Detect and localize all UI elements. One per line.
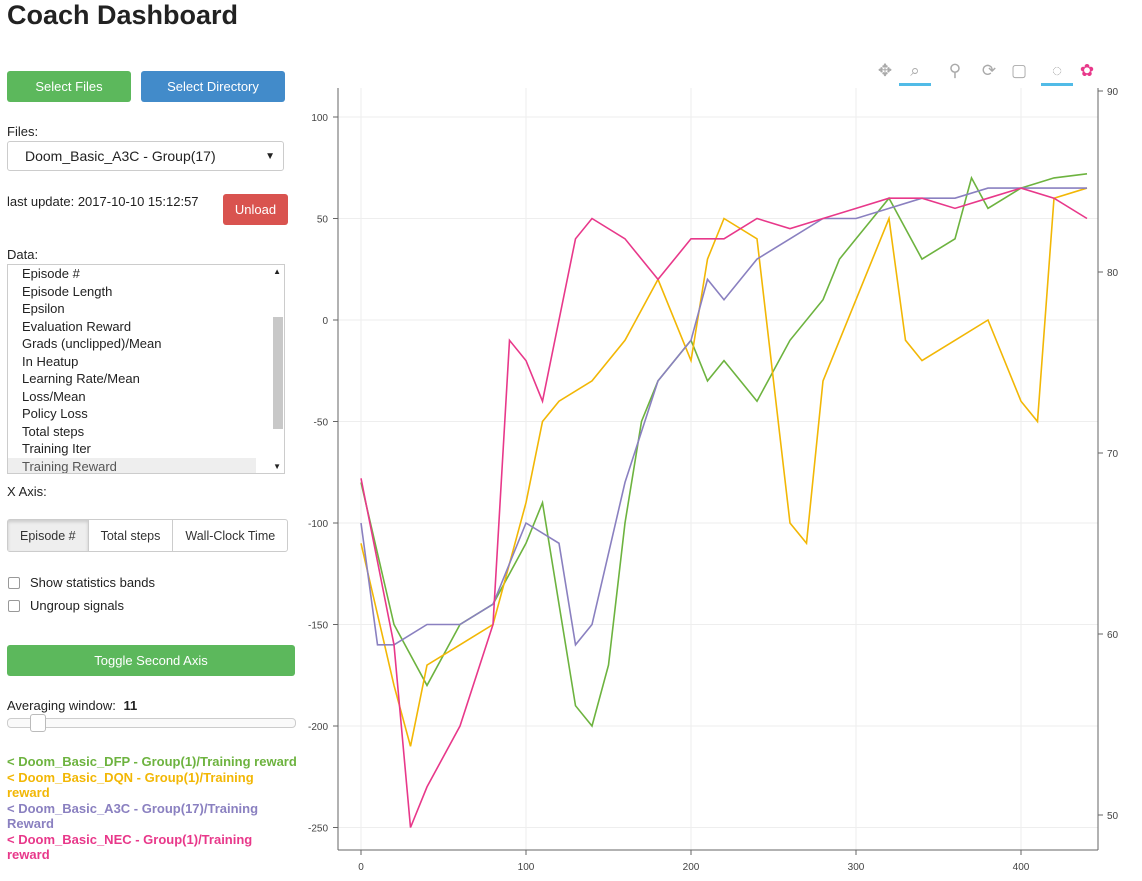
series-line <box>360 187 1088 828</box>
pan-icon[interactable]: ✥ <box>877 61 893 80</box>
tab-wall-clock-time[interactable]: Wall-Clock Time <box>185 528 276 543</box>
files-selected-value: Doom_Basic_A3C - Group(17) <box>25 148 216 164</box>
averaging-window-label: Averaging window: 11 <box>7 698 138 713</box>
checkbox-label: Show statistics bands <box>30 575 156 590</box>
data-list-item[interactable]: Total steps <box>22 423 85 439</box>
x-tick-label: 100 <box>518 862 535 873</box>
legend-item[interactable]: < Doom_Basic_DFP - Group(1)/Training rew… <box>7 754 297 769</box>
chart-toolbar: ✥ ⌕ ⚲ ⟳ ▢ ◌ ✿ <box>870 58 1102 86</box>
chevron-down-icon: ▼ <box>265 150 275 162</box>
bokeh-logo-icon[interactable]: ✿ <box>1079 61 1095 80</box>
tab-total-steps[interactable]: Total steps <box>89 520 174 551</box>
averaging-window-slider[interactable] <box>7 714 296 732</box>
data-list-item[interactable]: Epsilon <box>22 301 65 316</box>
y-tick-label: 100 <box>311 113 328 124</box>
y-tick-label: -50 <box>314 418 329 429</box>
ungroup-signals-checkbox[interactable]: Ungroup signals <box>8 598 124 613</box>
legend-item[interactable]: < Doom_Basic_NEC - Group(1)/Training rew… <box>7 831 253 863</box>
tab-episode[interactable]: Episode # <box>8 520 89 551</box>
data-list-item[interactable]: Grads (unclipped)/Mean <box>22 336 162 351</box>
series-line <box>360 173 1088 728</box>
data-list-item[interactable]: Loss/Mean <box>22 388 86 404</box>
legend-item[interactable]: < Doom_Basic_A3C - Group(17)/Training Re… <box>7 800 259 832</box>
files-label: Files: <box>7 124 39 139</box>
x-axis-label: X Axis: <box>7 484 47 499</box>
data-list-item[interactable]: Episode # <box>22 266 80 281</box>
checkbox-label: Ungroup signals <box>30 598 124 613</box>
select-directory-button[interactable]: Select Directory <box>141 71 285 102</box>
data-list-item[interactable]: Training Reward <box>8 457 256 473</box>
data-label: Data: <box>7 247 39 262</box>
files-select[interactable]: Doom_Basic_A3C - Group(17) ▼ <box>7 141 284 171</box>
page-title: Coach Dashboard <box>7 0 239 30</box>
plot-area <box>338 88 1098 850</box>
data-list-item[interactable]: Episode Length <box>22 283 113 299</box>
series-line <box>360 187 1088 747</box>
averaging-window-value: 11 <box>123 698 138 713</box>
show-statistics-bands-checkbox[interactable]: Show statistics bands <box>8 575 155 590</box>
data-list-item[interactable]: Training Iter <box>22 441 91 456</box>
legend-item[interactable]: < Doom_Basic_DQN - Group(1)/Training rew… <box>7 769 254 801</box>
y2-tick-label: 70 <box>1107 449 1119 460</box>
y-tick-label: 50 <box>317 215 329 226</box>
x-axis-tabs: Episode # Total steps Wall-Clock Time <box>7 519 289 552</box>
reset-icon[interactable]: ⟳ <box>981 61 997 80</box>
hover-icon[interactable]: ◌ <box>1041 58 1073 86</box>
y-tick-label: -200 <box>308 722 328 733</box>
select-files-button[interactable]: Select Files <box>7 71 131 102</box>
y-tick-label: -150 <box>308 621 328 632</box>
x-tick-label: 300 <box>848 862 865 873</box>
x-tick-label: 400 <box>1013 862 1030 873</box>
y2-tick-label: 80 <box>1107 268 1119 279</box>
y-tick-label: -100 <box>308 519 328 530</box>
save-icon[interactable]: ▢ <box>1010 61 1028 80</box>
toggle-second-axis-button[interactable]: Toggle Second Axis <box>7 645 295 676</box>
y2-tick-label: 60 <box>1107 630 1119 641</box>
wheel-zoom-icon[interactable]: ⚲ <box>948 61 962 80</box>
scroll-up-icon[interactable]: ▲ <box>273 267 281 276</box>
x-tick-label: 0 <box>358 862 364 873</box>
legend: < Doom_Basic_DFP - Group(1)/Training rew… <box>7 754 297 863</box>
box-zoom-icon[interactable]: ⌕ <box>899 58 931 86</box>
data-list-item[interactable]: Policy Loss <box>22 406 88 421</box>
data-list-item[interactable]: In Heatup <box>22 353 79 369</box>
unload-button[interactable]: Unload <box>223 194 288 225</box>
y-tick-label: -250 <box>308 824 328 835</box>
slider-handle[interactable] <box>30 714 46 732</box>
y-tick-label: 0 <box>322 316 328 327</box>
y2-tick-label: 50 <box>1107 811 1119 822</box>
data-list[interactable]: Episode # Episode Length Epsilon Evaluation… <box>7 264 285 474</box>
scrollbar[interactable] <box>273 317 283 429</box>
y2-tick-label: 90 <box>1107 87 1119 98</box>
x-tick-label: 200 <box>683 862 700 873</box>
data-list-item[interactable]: Learning Rate/Mean <box>22 371 140 386</box>
data-list-item[interactable]: Evaluation Reward <box>22 318 132 334</box>
last-update: last update: 2017-10-10 15:12:57 <box>7 194 199 209</box>
scroll-down-icon[interactable]: ▼ <box>273 462 281 471</box>
series-line <box>360 187 1087 647</box>
